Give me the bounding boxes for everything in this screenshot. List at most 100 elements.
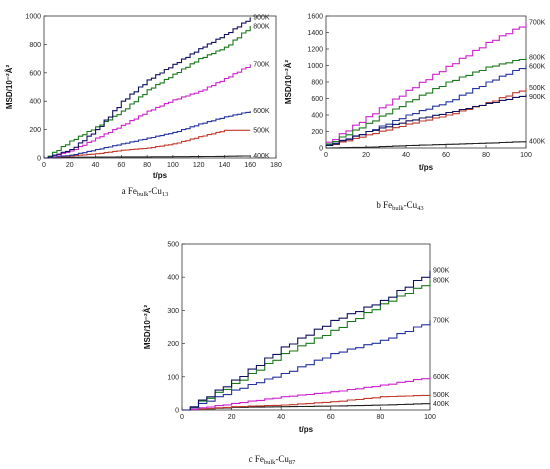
series-line-700K: [326, 22, 527, 143]
series-label-400K: 400K: [529, 138, 546, 145]
x-tick-label: 60: [117, 162, 125, 169]
series-line-600K: [326, 64, 527, 146]
series-line-500K: [44, 129, 251, 159]
y-tick-label: 800: [311, 80, 323, 87]
y-tick-label: 1400: [307, 30, 323, 37]
y-tick-label: 100: [167, 374, 179, 381]
x-tick-label: 0: [42, 162, 46, 169]
x-tick-label: 100: [424, 414, 436, 421]
caption-main: Fe: [128, 186, 137, 196]
series-line-500K: [182, 394, 431, 411]
series-label-600K: 600K: [433, 374, 450, 381]
y-tick-label: 600: [311, 96, 323, 103]
y-tick-label: 400: [29, 99, 41, 106]
series-label-700K: 700K: [433, 317, 450, 324]
x-axis-title: t/ps: [153, 171, 168, 180]
x-tick-label: 100: [520, 152, 532, 159]
series-label-900K: 900K: [433, 268, 450, 275]
caption-suffix: -Cu: [404, 200, 418, 210]
y-tick-label: 300: [167, 308, 179, 315]
series-label-600K: 600K: [253, 108, 270, 115]
x-tick-label: 40: [277, 414, 285, 421]
y-axis-title: MSD/10⁻²Å²: [143, 305, 152, 350]
y-axis-title: MSD/10⁻²Å²: [284, 60, 293, 105]
caption-main: Fe: [383, 200, 392, 210]
x-tick-label: 80: [143, 162, 151, 169]
series-label-900K: 900K: [529, 94, 546, 101]
series-label-800K: 800K: [433, 278, 450, 285]
x-tick-label: 60: [327, 414, 335, 421]
y-tick-label: 400: [167, 275, 179, 282]
series-label-500K: 500K: [529, 85, 546, 92]
x-tick-label: 100: [167, 162, 179, 169]
series-line-700K: [44, 64, 251, 159]
x-tick-label: 120: [193, 162, 205, 169]
series-line-900K: [44, 17, 251, 159]
x-tick-label: 20: [66, 162, 74, 169]
series-label-500K: 500K: [253, 127, 270, 134]
y-tick-label: 1600: [307, 14, 323, 21]
plot-frame: [181, 243, 431, 411]
chart-panel-c: 0 20 40 60 80 100 0 100 200 300 400 500 t/ps MSD/10⁻²…: [143, 242, 450, 467]
series-label-400K: 400K: [433, 401, 450, 408]
series-label-900K: 900K: [253, 14, 270, 21]
y-tick-label: 0: [319, 146, 323, 153]
panel-caption: a Febulk-Cu13: [122, 186, 169, 198]
series-label-800K: 800K: [253, 23, 270, 30]
caption-suffix-subscript: 87: [289, 459, 296, 466]
y-tick-label: 800: [29, 42, 41, 49]
chart-panel-b: 0 20 40 60 80 1000200400600800100012001400160…: [284, 14, 546, 213]
series-label-700K: 700K: [529, 20, 546, 27]
series-label-700K: 700K: [253, 61, 270, 68]
y-tick-label: 200: [167, 341, 179, 348]
y-tick-label: 600: [29, 70, 41, 77]
x-tick-label: 20: [362, 152, 370, 159]
x-tick-label: 60: [442, 152, 450, 159]
x-tick-label: 0: [324, 152, 328, 159]
x-tick-label: 20: [228, 414, 236, 421]
caption-suffix: -Cu: [275, 454, 289, 464]
series-label-400K: 400K: [253, 153, 270, 160]
x-axis-title: t/ps: [419, 163, 434, 172]
x-tick-label: 180: [270, 162, 282, 169]
x-tick-label: 40: [92, 162, 100, 169]
caption-subscript: bulk: [392, 205, 404, 212]
series-label-800K: 800K: [529, 54, 546, 61]
caption-prefix: c: [249, 454, 255, 464]
y-tick-label: 200: [29, 127, 41, 134]
caption-suffix: -Cu: [148, 186, 162, 196]
series-line-800K: [44, 25, 251, 159]
x-tick-label: 80: [377, 414, 385, 421]
caption-main: Fe: [255, 454, 264, 464]
caption-prefix: a: [122, 186, 128, 196]
x-tick-label: 0: [180, 414, 184, 421]
series-line-900K: [182, 270, 431, 411]
y-tick-label: 0: [37, 156, 41, 163]
caption-subscript: bulk: [264, 459, 276, 466]
series-line-400K: [326, 141, 527, 149]
series-label-600K: 600K: [529, 63, 546, 70]
chart-panel-a: 0 20 40 60 80 100 120 140 160 180 0 200 400 600 800 100…: [5, 14, 282, 199]
y-tick-label: 1000: [25, 14, 41, 21]
series-line-600K: [44, 111, 251, 159]
panel-caption: c Febulk-Cu87: [249, 454, 297, 466]
caption-subscript: bulk: [137, 191, 149, 198]
y-tick-label: 400: [311, 113, 323, 120]
caption-suffix-subscript: 13: [162, 191, 169, 198]
caption-suffix-subscript: 43: [417, 205, 424, 212]
y-tick-label: 1000: [307, 63, 323, 70]
x-tick-label: 160: [244, 162, 256, 169]
y-tick-label: 500: [167, 242, 179, 249]
x-tick-label: 40: [402, 152, 410, 159]
caption-prefix: b: [376, 200, 383, 210]
series-line-500K: [326, 87, 527, 147]
y-axis-title: MSD/10⁻²Å²: [5, 65, 14, 110]
series-label-500K: 500K: [433, 392, 450, 399]
plot-frame: [43, 15, 277, 159]
y-tick-label: 200: [311, 129, 323, 136]
series-line-900K: [326, 94, 527, 147]
x-tick-label: 80: [482, 152, 490, 159]
series-line-600K: [182, 376, 431, 411]
series-line-400K: [44, 155, 251, 159]
